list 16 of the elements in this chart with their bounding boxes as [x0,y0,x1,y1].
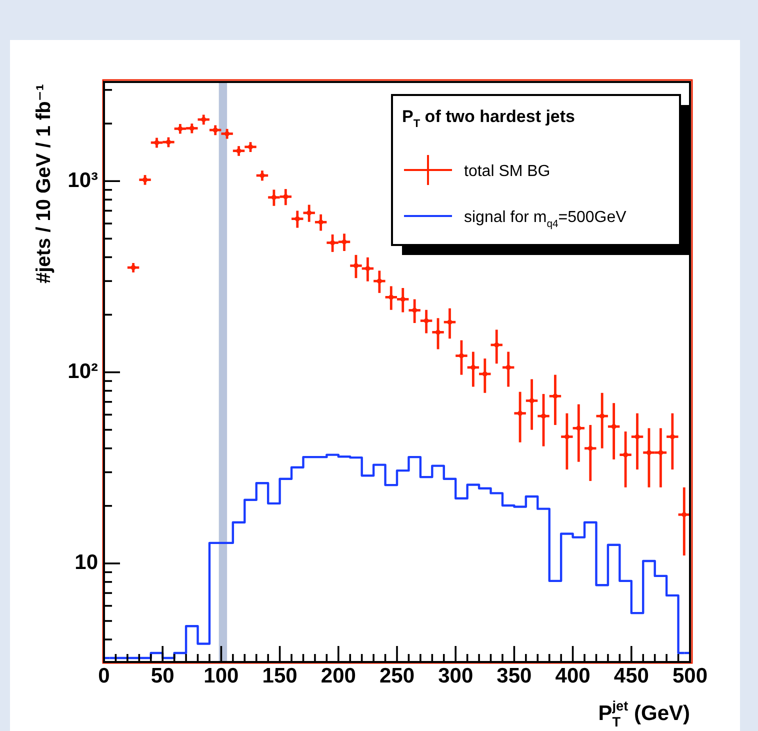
x-tick-label: 250 [379,664,415,688]
x-tick-label: 500 [672,664,708,688]
x-tick-label: 300 [438,664,474,688]
x-tick-label: 200 [320,664,356,688]
x-tick-label: 100 [204,664,239,688]
x-tick-label: 450 [614,664,649,688]
x-tick-label: 0 [98,664,110,688]
y-axis-title: #jets / 10 GeV / 1 fb⁻¹ [33,84,55,284]
x-tick-label: 50 [150,664,174,688]
x-tick-label: 350 [496,664,532,688]
y-tick-label: 10³ [68,168,98,192]
y-tick-label: 10² [68,360,98,384]
y-tick-label: 10 [74,551,98,574]
legend-label: total SM BG [464,163,550,180]
x-tick-label: 150 [262,664,298,688]
x-tick-label: 400 [555,664,590,688]
